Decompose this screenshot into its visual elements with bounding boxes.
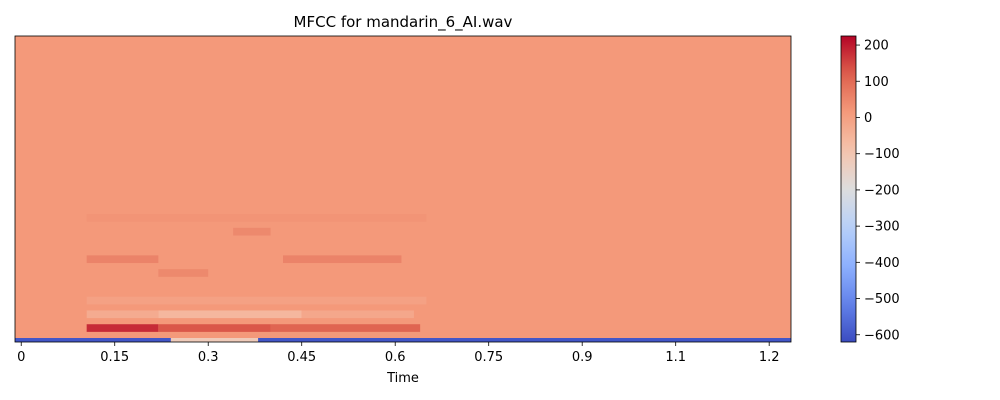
heatmap-cell-11 — [158, 269, 209, 277]
x-tick-label: 0 — [17, 350, 25, 365]
colorbar-tick-label: −400 — [864, 256, 900, 271]
colorbar-tick-label: 200 — [864, 39, 889, 54]
colorbar-axis: 200 100 0 −100 −200 −300 −400 −500 −600 — [856, 39, 900, 343]
x-tick-label: 0.3 — [198, 350, 219, 365]
heatmap-cell-6 — [158, 310, 302, 319]
x-tick-label: 0.9 — [572, 350, 593, 365]
heatmap-cell-10 — [283, 255, 402, 264]
colorbar-tick-label: −300 — [864, 220, 900, 235]
heatmap-cell-12 — [233, 227, 271, 236]
x-axis-label: Time — [386, 371, 419, 386]
plot-frame — [14, 35, 792, 343]
x-tick-label: 0.45 — [287, 350, 316, 365]
colorbar-tick-label: −500 — [864, 292, 900, 307]
heatmap-cell-9 — [86, 255, 159, 264]
colorbar-tick-label: −100 — [864, 147, 900, 162]
chart-title: MFCC for mandarin_6_AI.wav — [294, 13, 513, 32]
x-tick-label: 1.2 — [759, 350, 780, 365]
colorbar-tick-label: −600 — [864, 328, 900, 343]
colorbar-tick-label: 100 — [864, 75, 889, 90]
colorbar — [840, 35, 857, 343]
heatmap-background — [15, 36, 791, 342]
x-tick-label: 1.1 — [665, 350, 686, 365]
x-axis: 0 0.15 0.3 0.45 0.6 0.75 0.9 1.1 1.2 — [17, 342, 780, 365]
heatmap-cell-7 — [301, 310, 414, 319]
heatmap-cell-0 — [15, 338, 791, 342]
heatmap-plot-area — [14, 35, 792, 343]
heatmap-cell-3 — [270, 324, 421, 332]
colorbar-tick-label: −200 — [864, 183, 900, 198]
heatmap-cell-8 — [86, 296, 427, 305]
x-tick-label: 0.6 — [385, 350, 406, 365]
heatmap-cell-2 — [158, 324, 271, 332]
x-tick-label: 0.75 — [474, 350, 503, 365]
heatmap-cell-5 — [86, 310, 159, 319]
heatmap-cell-4 — [170, 338, 259, 342]
heatmap-cell-13 — [86, 214, 427, 222]
heatmap-cell-1 — [86, 324, 159, 332]
colorbar-tick-label: 0 — [864, 111, 872, 126]
x-tick-label: 0.15 — [100, 350, 129, 365]
